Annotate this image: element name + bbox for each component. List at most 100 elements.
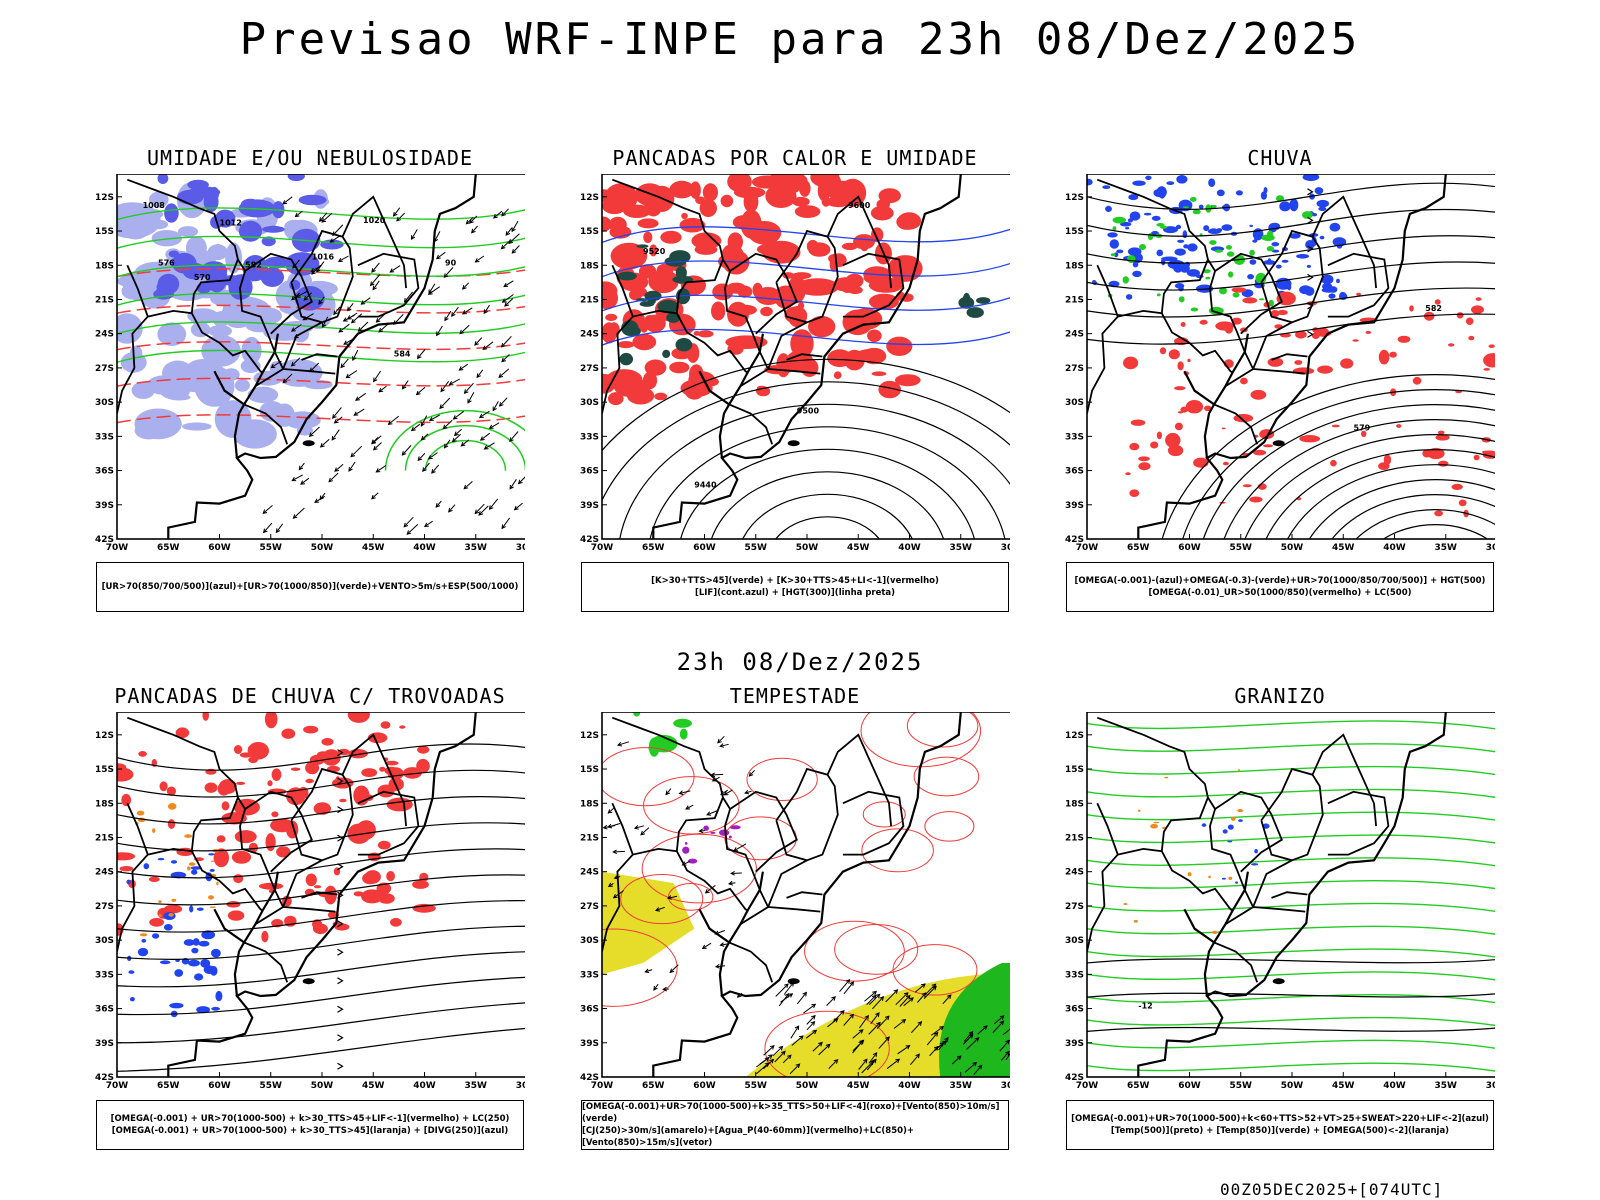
wind-vector (704, 889, 710, 894)
lat-label: 24S (580, 330, 599, 340)
lon-label: 30W (1486, 543, 1495, 553)
state-border (1311, 195, 1377, 289)
panel-title: PANCADAS DE CHUVA C/ TROVOADAS (114, 684, 506, 708)
thunderstorm-area (117, 767, 134, 782)
thunderstorm-area (204, 782, 218, 793)
wind-vector (784, 992, 790, 998)
omega-500-area (1123, 903, 1128, 905)
state-border (1214, 790, 1283, 873)
precipitable-water-contour (602, 747, 695, 807)
rain-area (1468, 335, 1475, 341)
wind-vector (783, 982, 794, 995)
instability-area (608, 219, 624, 230)
rain-area (1378, 349, 1390, 365)
wind-vector (884, 1015, 890, 1021)
lon-label: 35W (465, 1081, 488, 1091)
wind-vector (375, 318, 381, 323)
rain-area (1221, 427, 1226, 430)
coastline (167, 712, 477, 1077)
lat-label: 30S (580, 398, 599, 408)
instability-area (833, 371, 842, 379)
lagoon (1272, 978, 1285, 985)
wind-vector (999, 1040, 1010, 1052)
wind-vector (769, 1044, 775, 1050)
panel-storm: TEMPESTADE 12S 15S 18S 21S 24S 27S 30S 33S 36S 39… (560, 684, 1030, 1174)
wind-vector (474, 258, 480, 263)
state-border (727, 889, 774, 983)
thunderstorm-area (119, 866, 134, 872)
panel-title: CHUVA (1247, 146, 1313, 170)
streamline-arrowhead (337, 920, 344, 928)
wind-vector (294, 212, 300, 218)
instability-moderate-area (152, 828, 156, 833)
wind-vector (780, 993, 793, 1003)
wind-vector (665, 790, 670, 796)
humidity-low-contour (117, 235, 525, 249)
legend-box: [OMEGA(-0.001)+UR>70(1000-500)+k<60+TTS>… (1066, 1100, 1494, 1150)
state-border (1271, 353, 1308, 361)
wind-vector (337, 257, 343, 262)
wind-vector (871, 994, 877, 1000)
instability-moderate-area (168, 913, 174, 917)
omega-strong-area (1219, 287, 1227, 295)
humidity-midlevel-area (182, 422, 212, 431)
state-border (1214, 252, 1283, 335)
instability-area (792, 272, 812, 280)
lat-label: 39S (1065, 501, 1084, 511)
lat-label: 39S (95, 501, 114, 511)
wind-vector (352, 349, 359, 361)
wind-vector (303, 292, 312, 301)
map-heat-showers[interactable]: 9600 9520 9440 9500 12S 15S 18S 21S 24S 27S 30S 33S… (580, 174, 1010, 559)
map-background (1087, 712, 1495, 1077)
lon-label: 45W (1332, 1081, 1355, 1091)
lat-label: 33S (1065, 432, 1084, 442)
river-boundary (698, 908, 730, 944)
map-rain[interactable]: 582 579 12S 15S 18S 21S 24S 27S 30S 33S 36S 39S 42S7… (1065, 174, 1495, 559)
instability-moderate-area (139, 933, 148, 937)
wind-vector (401, 450, 407, 456)
lon-label: 55W (1230, 543, 1253, 553)
omega-weak-area (1216, 189, 1225, 197)
thunderstorm-area (356, 820, 376, 840)
lon-label: 45W (1332, 543, 1355, 553)
wind-vector (895, 992, 909, 1006)
thunderstorm-area (248, 842, 258, 853)
run-timestamp: 00Z05DEC2025+[074UTC] (1220, 1180, 1444, 1199)
wind-vector (607, 809, 613, 814)
omega-strong-area (1192, 209, 1201, 215)
lat-label: 12S (1065, 731, 1084, 741)
wind-vector (915, 1053, 920, 1059)
height-500-contour (1331, 494, 1495, 539)
wind-vector (778, 1045, 784, 1051)
wind-vector (448, 507, 453, 513)
wind-vector (966, 1037, 979, 1050)
omega-weak-area (1249, 259, 1257, 265)
rain-area (1231, 287, 1247, 293)
panel-title: UMIDADE E/OU NEBULOSIDADE (146, 146, 474, 170)
main-title: Previsao WRF-INPE para 23h 08/Dez/2025 (239, 14, 1361, 65)
wind-vector (701, 944, 707, 949)
wind-vector (347, 302, 354, 311)
wind-vector (462, 307, 473, 315)
rain-area (1277, 309, 1288, 316)
wind-vector (319, 442, 325, 448)
instability-area (895, 374, 921, 387)
lon-label: 35W (1435, 1081, 1458, 1091)
state-border (1096, 716, 1246, 891)
wind-vector (309, 426, 320, 437)
humidity-high-area (200, 261, 228, 281)
omega-strong-area (1214, 249, 1223, 253)
rain-area (1483, 368, 1490, 371)
wind-vector (370, 274, 381, 286)
divergence-contour (128, 970, 135, 974)
streamline-arrowhead (1307, 216, 1314, 224)
wind-vector (298, 462, 305, 470)
wind-vector (350, 452, 356, 458)
wind-vector (974, 1037, 980, 1042)
instability-area (878, 380, 901, 399)
instability-area (849, 308, 883, 330)
